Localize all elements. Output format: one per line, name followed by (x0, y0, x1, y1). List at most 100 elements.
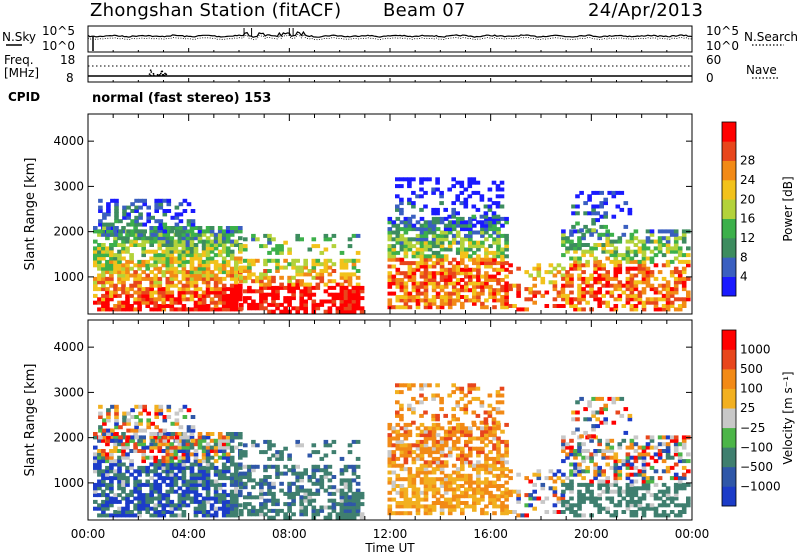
power-cell (97, 253, 102, 258)
power-cell (339, 296, 345, 301)
power-cell (283, 306, 288, 311)
power-cell (613, 266, 619, 271)
velocity-cell (221, 435, 227, 440)
velocity-cell (130, 428, 135, 433)
power-cell (500, 267, 505, 272)
velocity-cell (186, 428, 192, 433)
velocity-cell (577, 499, 582, 504)
velocity-cell (173, 479, 179, 484)
velocity-cell (399, 413, 404, 418)
power-cell (419, 261, 425, 266)
power-cell (145, 239, 150, 244)
velocity-cell (431, 501, 437, 505)
power-cell (423, 261, 429, 266)
velocity-cell (165, 452, 171, 457)
power-cell (487, 187, 493, 192)
velocity-cell (323, 488, 329, 493)
power-cell (480, 288, 485, 293)
power-cell (225, 236, 231, 241)
power-cell (427, 305, 433, 310)
velocity-cell (468, 460, 473, 465)
power-cell (621, 256, 627, 261)
power-cell (532, 290, 537, 295)
power-cell (157, 307, 163, 312)
velocity-cell (657, 435, 663, 440)
power-cell (343, 292, 349, 297)
power-cell (585, 263, 590, 268)
power-cell (213, 239, 219, 244)
velocity-cell (343, 502, 349, 507)
power-cell (299, 292, 304, 297)
power-cell (419, 177, 424, 182)
velocity-cell (399, 463, 405, 468)
power-cell (476, 264, 481, 269)
power-cell (603, 201, 608, 206)
power-cell (645, 239, 651, 244)
colorbar-swatch (722, 122, 736, 142)
velocity-cell (185, 459, 191, 464)
power-cell (661, 293, 667, 298)
power-cell (335, 292, 341, 297)
velocity-cell (113, 499, 118, 504)
velocity-cell (627, 413, 633, 418)
velocity-cell (217, 435, 223, 440)
power-cell (597, 287, 602, 292)
power-cell (484, 271, 489, 276)
velocity-cell (106, 432, 111, 436)
velocity-cell (387, 507, 393, 512)
power-cell (189, 246, 195, 251)
velocity-cell (447, 497, 453, 502)
velocity-cell (255, 512, 260, 517)
power-cell (431, 274, 437, 279)
power-cell (649, 287, 655, 292)
power-cell (251, 258, 256, 263)
power-cell (431, 220, 437, 225)
power-cell (121, 287, 126, 292)
power-cell (399, 295, 405, 299)
power-cell (181, 263, 187, 268)
velocity-cell (193, 513, 199, 518)
velocity-cell (605, 489, 610, 494)
power-cell (234, 304, 239, 308)
velocity-cell (399, 426, 405, 431)
power-cell (455, 220, 461, 225)
velocity-cell (427, 484, 433, 488)
velocity-cell (251, 495, 256, 500)
velocity-cell (605, 496, 610, 501)
power-cell (355, 233, 361, 238)
velocity-cell (141, 499, 146, 504)
velocity-cell (193, 438, 199, 443)
power-cell (439, 233, 445, 238)
power-cell (460, 284, 465, 289)
power-cell (255, 258, 260, 263)
velocity-cell (460, 426, 465, 431)
power-cell (439, 264, 445, 269)
power-cell (464, 274, 469, 279)
velocity-cell (145, 506, 150, 511)
velocity-cell (141, 435, 146, 440)
power-cell (686, 246, 691, 251)
power-cell (605, 270, 610, 275)
power-cell (455, 250, 461, 255)
velocity-cell (114, 404, 119, 409)
power-cell (221, 232, 227, 237)
power-cell (439, 190, 444, 195)
velocity-cell (121, 449, 126, 453)
power-cell (512, 304, 517, 308)
power-cell (585, 290, 590, 295)
power-cell (565, 270, 570, 275)
velocity-cell (492, 422, 497, 427)
velocity-cell (391, 480, 397, 485)
power-cell (480, 257, 485, 262)
velocity-cell (323, 464, 329, 469)
power-cell (185, 249, 191, 254)
power-cell (165, 293, 171, 298)
velocity-cell (536, 476, 542, 481)
velocity-cell (225, 455, 231, 460)
power-cell (577, 256, 582, 261)
velocity-cell (106, 428, 111, 433)
power-cell (468, 278, 473, 282)
velocity-cell (605, 442, 610, 447)
velocity-cell (589, 438, 594, 443)
power-cell (487, 204, 493, 209)
